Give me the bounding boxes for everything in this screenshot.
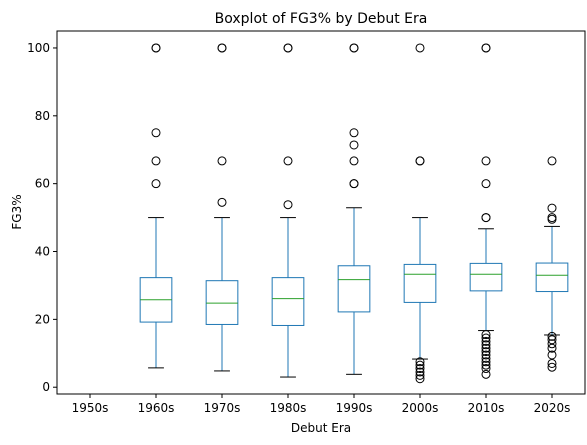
outlier-point (217, 43, 227, 53)
outlier-point (481, 213, 491, 223)
x-tick-label: 2000s (402, 401, 439, 415)
box-group-1980s (271, 43, 305, 378)
box-iqr (403, 263, 437, 303)
outlier-point (415, 156, 425, 166)
outlier-point (349, 179, 359, 189)
x-tick-label: 1960s (138, 401, 175, 415)
outlier-point (481, 43, 491, 53)
outlier-point (481, 364, 491, 374)
outlier-point (481, 347, 491, 357)
x-tick-label: 2020s (534, 401, 571, 415)
outlier-point (481, 156, 491, 166)
y-axis-label: FG3% (10, 194, 24, 229)
box-iqr (337, 265, 371, 313)
y-tick-label: 100 (27, 41, 50, 55)
box-group-2020s (535, 156, 569, 372)
box-group-1960s (139, 43, 173, 369)
outlier-point (349, 43, 359, 53)
box-group-1990s (337, 43, 371, 375)
outlier-point (547, 350, 557, 360)
outlier-point (415, 374, 425, 384)
x-tick-label: 1950s (72, 401, 109, 415)
x-tick-label: 1970s (204, 401, 241, 415)
outlier-point (415, 43, 425, 53)
box-group-2000s (403, 43, 437, 384)
x-tick-label: 2010s (468, 401, 505, 415)
box-iqr (205, 280, 239, 325)
outlier-point (415, 360, 425, 370)
outlier-point (415, 357, 425, 367)
outlier-point (283, 200, 293, 210)
outlier-point (217, 197, 227, 207)
box-iqr (271, 277, 305, 326)
x-tick-label: 1980s (270, 401, 307, 415)
box-group-1970s (205, 43, 239, 372)
y-tick-label: 20 (35, 312, 50, 326)
outlier-point (349, 156, 359, 166)
outlier-point (415, 367, 425, 377)
outlier-point (481, 330, 491, 340)
outlier-point (547, 203, 557, 213)
x-axis: 1950s 1960s 1970s 1980s 1990s 2000s 2010s 2020s (72, 394, 571, 415)
outlier-point (547, 331, 557, 341)
outlier-point (481, 369, 491, 379)
outlier-point (547, 213, 557, 223)
outlier-point (151, 128, 161, 138)
outlier-point (349, 140, 359, 150)
y-tick-label: 60 (35, 177, 50, 191)
y-axis: 0 20 40 60 80 100 (27, 41, 57, 394)
outlier-point (547, 156, 557, 166)
outlier-point (547, 335, 557, 345)
outlier-point (481, 350, 491, 360)
y-tick-label: 80 (35, 109, 50, 123)
outlier-point (481, 343, 491, 353)
outlier-point (283, 156, 293, 166)
outlier-point (481, 179, 491, 189)
outlier-point (217, 156, 227, 166)
y-tick-label: 0 (42, 380, 50, 394)
x-axis-label: Debut Era (291, 421, 351, 435)
outlier-point (547, 362, 557, 372)
plot-frame (56, 30, 586, 395)
outlier-point (481, 360, 491, 370)
x-tick-label: 1990s (336, 401, 373, 415)
y-tick-label: 40 (35, 245, 50, 259)
outlier-point (151, 156, 161, 166)
chart-title: Boxplot of FG3% by Debut Era (215, 11, 428, 27)
box-iqr (469, 262, 503, 292)
box-iqr (535, 262, 569, 293)
outlier-point (481, 340, 491, 350)
outlier-point (547, 339, 557, 349)
outlier-point (481, 333, 491, 343)
outlier-point (151, 43, 161, 53)
outlier-point (481, 353, 491, 363)
outlier-point (415, 364, 425, 374)
box-group-2010s (469, 43, 503, 379)
outlier-point (151, 179, 161, 189)
outlier-point (481, 357, 491, 367)
outlier-point (415, 370, 425, 380)
outlier-point (349, 128, 359, 138)
outlier-point (481, 336, 491, 346)
outlier-point (283, 43, 293, 53)
box-series (139, 43, 569, 384)
